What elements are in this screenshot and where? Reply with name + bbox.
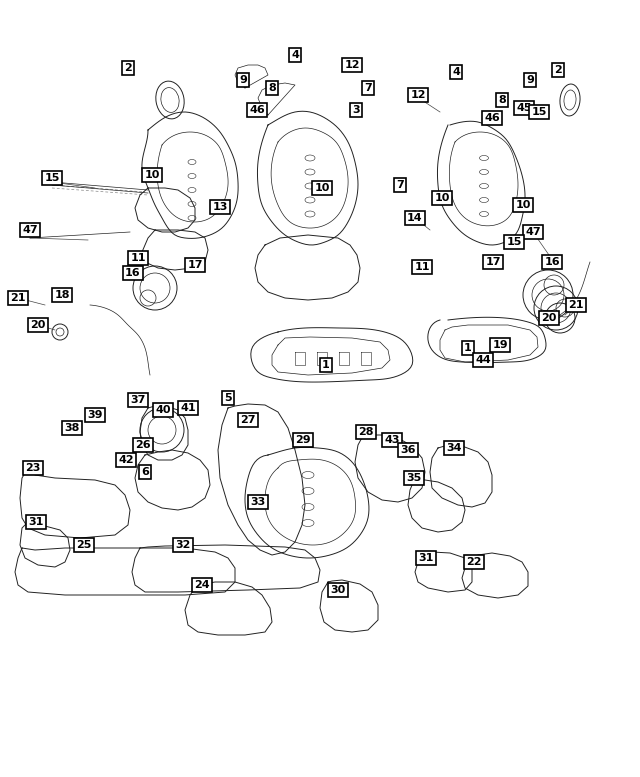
Text: 19: 19 [492,340,508,350]
Text: 10: 10 [515,200,531,210]
Text: 32: 32 [175,540,191,550]
Text: 9: 9 [239,75,247,85]
Text: 2: 2 [554,65,562,75]
Text: 12: 12 [344,60,360,70]
Text: 44: 44 [475,355,491,365]
Text: 36: 36 [400,445,416,455]
Text: 17: 17 [188,260,203,270]
Text: 38: 38 [64,423,80,433]
Text: 11: 11 [414,262,429,272]
Text: 5: 5 [224,393,232,403]
Text: 16: 16 [125,268,141,278]
Text: 1: 1 [322,360,330,370]
Text: 30: 30 [330,585,346,595]
Text: 13: 13 [212,202,228,212]
Text: 4: 4 [452,67,460,77]
Text: 25: 25 [76,540,92,550]
Text: 24: 24 [194,580,210,590]
Text: 3: 3 [352,105,360,115]
Text: 46: 46 [484,113,500,123]
Text: 42: 42 [118,455,134,465]
Text: 7: 7 [396,180,404,190]
Text: 17: 17 [485,257,500,267]
Text: 43: 43 [384,435,400,445]
Text: 41: 41 [180,403,196,413]
Text: 8: 8 [268,83,276,93]
Text: 47: 47 [22,225,38,235]
Text: 15: 15 [506,237,522,247]
Text: 4: 4 [291,50,299,60]
Text: 16: 16 [544,257,560,267]
Text: 35: 35 [406,473,422,483]
Text: 7: 7 [364,83,372,93]
Text: 15: 15 [531,107,547,117]
Text: 26: 26 [135,440,151,450]
Text: 21: 21 [568,300,584,310]
Text: 20: 20 [541,313,557,323]
Text: 37: 37 [131,395,146,405]
Text: 34: 34 [446,443,461,453]
Text: 23: 23 [26,463,41,473]
Text: 14: 14 [407,213,423,223]
Text: 18: 18 [54,290,70,300]
Text: 47: 47 [525,227,541,237]
Text: 40: 40 [156,405,171,415]
Text: 2: 2 [124,63,132,73]
Text: 45: 45 [516,103,532,113]
Text: 10: 10 [144,170,160,180]
Text: 15: 15 [44,173,60,183]
Text: 39: 39 [87,410,103,420]
Text: 21: 21 [10,293,26,303]
Text: 8: 8 [498,95,506,105]
Text: 12: 12 [410,90,426,100]
Text: 10: 10 [314,183,330,193]
Text: 10: 10 [435,193,450,203]
Text: 27: 27 [240,415,256,425]
Text: 28: 28 [358,427,374,437]
Text: 20: 20 [30,320,45,330]
Text: 31: 31 [28,517,44,527]
Text: 33: 33 [250,497,266,507]
Text: 29: 29 [295,435,311,445]
Text: 6: 6 [141,467,149,477]
Text: 31: 31 [419,553,434,563]
Text: 22: 22 [467,557,482,567]
Text: 1: 1 [464,343,472,353]
Text: 9: 9 [526,75,534,85]
Text: 46: 46 [249,105,265,115]
Text: 11: 11 [131,253,146,263]
